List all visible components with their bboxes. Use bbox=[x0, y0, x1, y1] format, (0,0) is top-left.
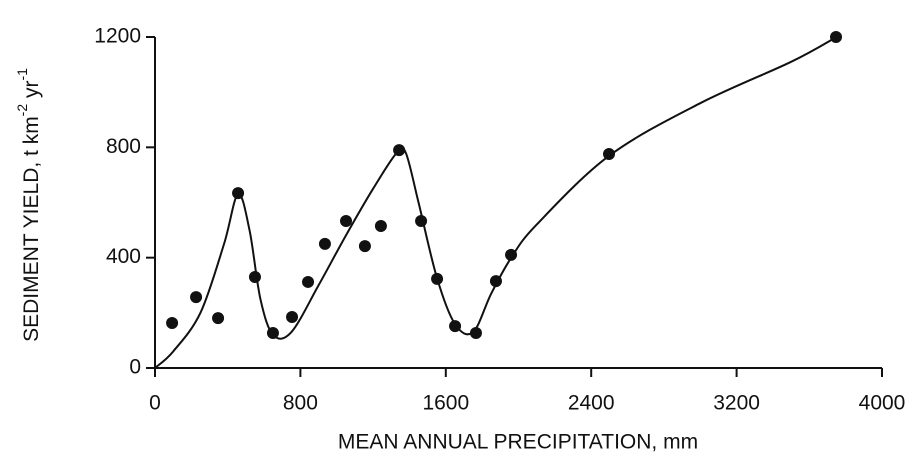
data-point bbox=[449, 320, 462, 333]
y-tick-label: 0 bbox=[129, 356, 141, 379]
y-axis-label: SEDIMENT YIELD, t km-2 yr-1 bbox=[14, 68, 43, 342]
data-point bbox=[232, 187, 245, 200]
data-point bbox=[190, 291, 203, 304]
data-point bbox=[374, 219, 387, 232]
data-point bbox=[212, 312, 225, 325]
data-point bbox=[415, 214, 428, 227]
data-point bbox=[431, 272, 444, 285]
y-label-text: yr bbox=[20, 81, 43, 104]
x-tick-label: 4000 bbox=[859, 392, 906, 415]
x-tick-label: 1600 bbox=[422, 392, 469, 415]
y-tick-label: 800 bbox=[106, 135, 141, 158]
fit-curve bbox=[154, 36, 838, 369]
data-point bbox=[505, 248, 518, 261]
x-tick-label: 3200 bbox=[713, 392, 760, 415]
y-tick-label: 1200 bbox=[94, 25, 141, 48]
x-tick-label: 800 bbox=[283, 392, 318, 415]
x-tick-label: 0 bbox=[149, 392, 161, 415]
x-tick-label: 2400 bbox=[568, 392, 615, 415]
data-point bbox=[318, 237, 331, 250]
y-label-text: SEDIMENT YIELD, t km bbox=[20, 116, 43, 342]
data-point bbox=[358, 240, 371, 253]
x-axis-label: MEAN ANNUAL PRECIPITATION, mm bbox=[338, 431, 698, 454]
data-point bbox=[469, 326, 482, 339]
data-point bbox=[489, 275, 502, 288]
data-point bbox=[393, 144, 406, 157]
data-point bbox=[286, 310, 299, 323]
data-point bbox=[603, 147, 616, 160]
y-label-sup: -2 bbox=[14, 104, 30, 117]
data-point bbox=[340, 214, 353, 227]
y-label-sup: -1 bbox=[14, 68, 30, 81]
data-point bbox=[266, 326, 279, 339]
data-point bbox=[302, 275, 315, 288]
data-point bbox=[830, 31, 843, 43]
data-point bbox=[166, 317, 179, 330]
y-tick-label: 400 bbox=[106, 245, 141, 268]
data-point bbox=[248, 270, 261, 283]
